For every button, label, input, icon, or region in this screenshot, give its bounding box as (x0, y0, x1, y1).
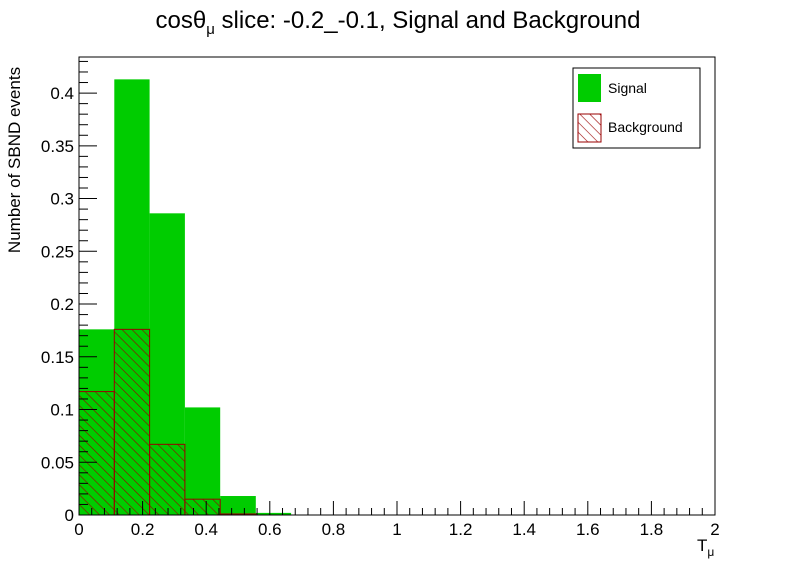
x-tick-label: 0 (74, 520, 83, 539)
x-tick-label: 1.6 (576, 520, 600, 539)
legend-swatch-signal (578, 74, 601, 102)
x-axis-label: Tμ (697, 536, 714, 559)
x-tick-label: 1.2 (449, 520, 473, 539)
signal-bar (220, 496, 256, 515)
background-bar (184, 498, 221, 516)
chart-title-rest: slice: -0.2_-0.1, Signal and Background (215, 7, 641, 34)
y-axis-label: Number of SBND events (5, 67, 24, 253)
x-tick-label: 1.8 (640, 520, 664, 539)
signal-bar (184, 407, 221, 515)
x-tick-label: 2 (710, 520, 719, 539)
y-tick-label: 0 (65, 506, 74, 525)
y-tick-label: 0.35 (41, 137, 74, 156)
y-tick-label: 0.25 (41, 242, 74, 261)
background-bar (149, 443, 186, 516)
y-tick-label: 0.15 (41, 348, 74, 367)
y-tick-label: 0.2 (50, 295, 74, 314)
background-bar (78, 391, 115, 516)
x-tick-label: 1 (392, 520, 401, 539)
legend-label-signal: Signal (608, 80, 647, 96)
chart-title: cosθμ slice: -0.2_-0.1, Signal and Backg… (156, 7, 641, 38)
chart-title-main: cosθ (156, 7, 207, 34)
y-tick-label: 0.3 (50, 190, 74, 209)
chart-title-subscript: μ (206, 21, 215, 38)
legend: Signal Background (572, 67, 701, 149)
x-tick-label: 0.4 (194, 520, 218, 539)
y-tick-label: 0.05 (41, 453, 74, 472)
histogram-bars (78, 79, 292, 516)
signal-bar (255, 512, 292, 515)
y-tick-label: 0.4 (50, 84, 74, 103)
x-tick-label: 1.4 (512, 520, 536, 539)
y-tick-label: 0.1 (50, 401, 74, 420)
y-axis-ticks: 0 0.05 0.1 0.15 0.2 0.25 0.3 0.35 0.4 (41, 60, 97, 525)
x-tick-label: 0.2 (131, 520, 155, 539)
x-axis-label-main: T (697, 536, 707, 555)
x-axis-ticks: 0 0.2 0.4 0.6 0.8 1 1.2 1.4 1.6 1.8 2 (74, 501, 720, 539)
x-tick-label: 0.8 (322, 520, 346, 539)
legend-swatch-background (577, 113, 602, 143)
legend-label-background: Background (608, 119, 683, 135)
x-tick-label: 0.6 (258, 520, 282, 539)
background-bar (113, 328, 151, 516)
x-axis-label-subscript: μ (707, 545, 714, 559)
